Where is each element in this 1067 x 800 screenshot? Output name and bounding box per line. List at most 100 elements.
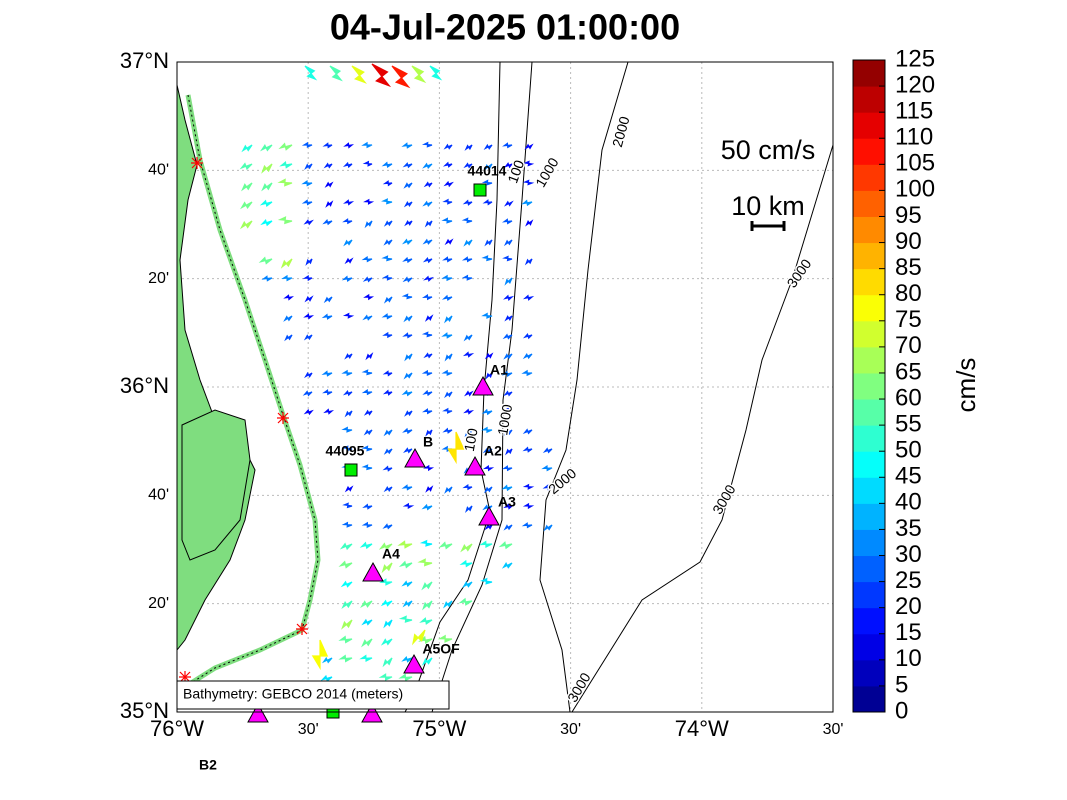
current-vector: [343, 199, 355, 206]
current-vector: [361, 369, 373, 376]
current-vector: [323, 408, 335, 415]
current-vector: [361, 638, 373, 648]
current-vector: [443, 600, 453, 609]
current-vector: [383, 448, 393, 455]
current-vector: [524, 143, 534, 150]
current-vector: [283, 294, 295, 301]
current-vector: [378, 542, 393, 551]
current-vector: [502, 255, 513, 262]
current-vector: [503, 162, 514, 169]
current-vector: [260, 218, 273, 227]
lat-tick-label: 40': [148, 487, 169, 504]
current-vector: [502, 333, 513, 340]
current-vector: [522, 333, 533, 340]
lon-tick-label: 75°W: [412, 716, 466, 741]
frame: [176, 61, 834, 713]
current-vector: [341, 369, 353, 377]
current-vector: [485, 371, 494, 380]
current-vector: [402, 276, 413, 283]
current-vector: [321, 370, 333, 377]
colorbar-tick-label: 15: [895, 619, 922, 646]
current-vector: [241, 144, 253, 153]
colorbar-tick-label: 30: [895, 541, 922, 568]
current-vector: [501, 370, 513, 377]
current-vector: [322, 142, 333, 149]
current-vector: [461, 256, 473, 263]
colorbar-segment: [853, 685, 885, 713]
current-vector: [382, 370, 393, 377]
colorbar-tick-label: 115: [895, 98, 933, 125]
current-vector: [462, 484, 473, 491]
current-vector: [479, 540, 493, 549]
current-vector: [380, 638, 393, 646]
note: Bathymetry: GEBCO 2014 (meters): [183, 686, 403, 702]
current-vector: [522, 352, 533, 360]
current-vector: [422, 389, 433, 397]
current-vector: [461, 217, 473, 224]
current-vector: [441, 369, 453, 377]
current-vector: [360, 600, 373, 608]
current-vector: [361, 464, 373, 471]
current-vector: [444, 315, 453, 324]
current-vector: [424, 220, 433, 228]
lat-tick-label: 40': [148, 162, 169, 179]
current-vector: [522, 446, 533, 453]
current-vector: [422, 200, 433, 207]
colorbar-tick-label: 25: [895, 567, 922, 594]
current-vector: [343, 142, 355, 149]
current-vector: [503, 390, 513, 397]
current-vector: [411, 65, 427, 84]
current-vector: [422, 600, 433, 611]
current-vector: [281, 274, 293, 282]
current-vector: [421, 294, 433, 301]
current-vector: [382, 657, 393, 668]
current-vector: [341, 445, 353, 452]
current-vector: [301, 199, 313, 206]
colorbar-segment: [853, 503, 885, 530]
current-vector: [425, 429, 433, 437]
lon-tick-label: 30': [823, 721, 844, 738]
current-vector: [381, 198, 393, 205]
colorbar-tick-label: 50: [895, 437, 922, 464]
current-vector: [304, 163, 313, 171]
scale-distance: 10 km: [731, 191, 805, 221]
current-vector: [284, 334, 293, 342]
contour-2000: [539, 61, 629, 713]
colorbar-segment: [853, 425, 885, 452]
current-vector: [403, 182, 413, 189]
current-vector: [371, 63, 392, 88]
current-vector: [342, 502, 353, 509]
current-vector: [542, 484, 553, 491]
current-vector: [503, 353, 513, 360]
current-vector: [461, 274, 473, 281]
current-vector: [361, 141, 373, 149]
current-vector: [463, 408, 475, 415]
lon-tick-label: 76°W: [150, 716, 204, 741]
current-vector: [344, 410, 353, 418]
current-vector: [481, 255, 493, 262]
current-vector: [381, 562, 393, 574]
lat-tick-label: 37°N: [120, 48, 169, 73]
current-vector: [340, 580, 353, 588]
colorbar-segment: [853, 242, 885, 270]
vector-field: [239, 63, 553, 705]
colorbar-tick-label: 120: [895, 71, 935, 98]
current-vector: [303, 408, 314, 416]
current-vector: [402, 427, 413, 435]
current-vector: [304, 65, 318, 81]
station-label: 44095: [326, 443, 365, 459]
current-vector: [381, 274, 393, 281]
current-vector: [402, 162, 413, 169]
current-vector: [444, 391, 453, 399]
current-vector: [421, 503, 433, 511]
current-vector: [422, 408, 433, 415]
station-triangle: [478, 505, 500, 526]
current-vector: [419, 617, 433, 625]
station-triangle: [247, 702, 269, 723]
current-vector: [502, 142, 513, 149]
current-vector: [404, 353, 413, 362]
current-vector: [481, 426, 493, 434]
current-vector: [391, 65, 411, 89]
current-vector: [365, 352, 374, 361]
